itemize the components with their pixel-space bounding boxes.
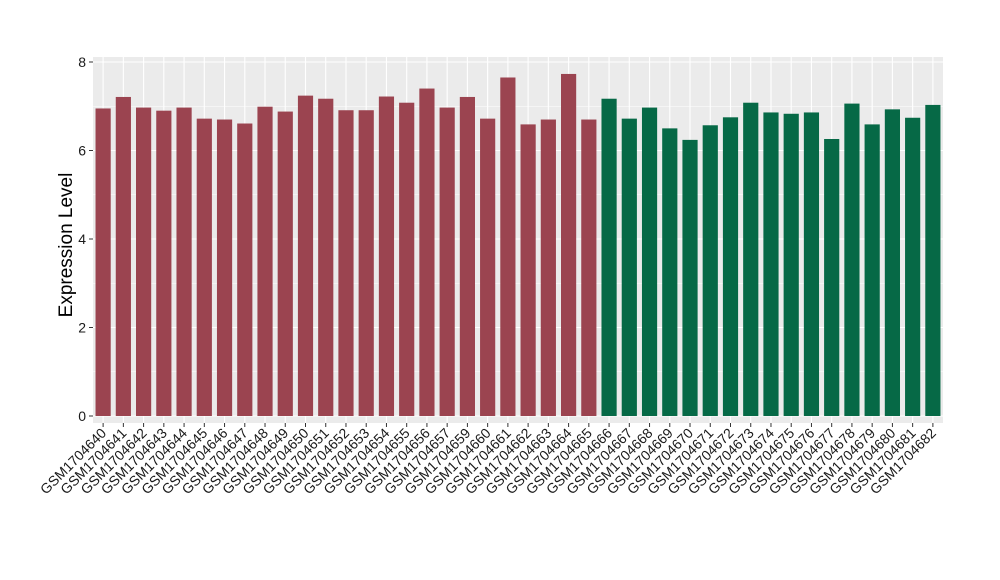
bar	[318, 98, 334, 416]
bar	[722, 117, 739, 416]
bar	[783, 113, 799, 417]
bar	[682, 139, 698, 416]
bar	[95, 108, 111, 417]
bar	[905, 117, 921, 416]
y-tick-label: 6	[78, 143, 86, 159]
bar	[662, 128, 678, 416]
bar	[884, 109, 900, 416]
bar	[621, 118, 637, 416]
bar	[277, 111, 293, 416]
plot-panel	[93, 57, 943, 423]
bar	[216, 119, 233, 417]
bar	[500, 77, 516, 417]
bar	[702, 125, 718, 416]
bar	[358, 110, 374, 417]
bar	[378, 96, 395, 416]
y-tick-label: 8	[78, 54, 86, 70]
bar	[338, 110, 354, 417]
bar	[257, 106, 273, 416]
bar	[743, 102, 759, 417]
bar	[803, 112, 820, 416]
bar	[480, 118, 496, 416]
bar	[439, 107, 455, 416]
bar	[763, 112, 779, 416]
y-tick-label: 2	[78, 320, 86, 336]
bar	[237, 123, 253, 416]
bar	[196, 118, 212, 416]
bar	[844, 103, 860, 416]
bar	[925, 104, 941, 417]
bars	[95, 73, 941, 417]
bar	[641, 107, 658, 416]
bar	[156, 110, 172, 417]
bar	[459, 96, 475, 417]
bar	[399, 102, 415, 417]
bar	[581, 119, 597, 417]
bar	[176, 107, 192, 416]
bar	[824, 138, 840, 416]
y-tick-label: 4	[78, 231, 86, 247]
bar	[561, 73, 577, 416]
bar	[540, 119, 556, 417]
bar	[419, 88, 435, 417]
y-axis: 0 2 4 6 8	[78, 54, 93, 424]
bar	[115, 96, 131, 417]
y-axis-title: Expression Level	[56, 173, 77, 318]
bar	[864, 124, 880, 416]
y-tick-label: 0	[78, 408, 86, 424]
bar	[520, 124, 536, 416]
bar	[136, 107, 152, 416]
bar	[297, 95, 314, 416]
bar	[601, 98, 617, 416]
x-axis: GSM1704640GSM1704641GSM1704642GSM1704643…	[37, 423, 939, 497]
